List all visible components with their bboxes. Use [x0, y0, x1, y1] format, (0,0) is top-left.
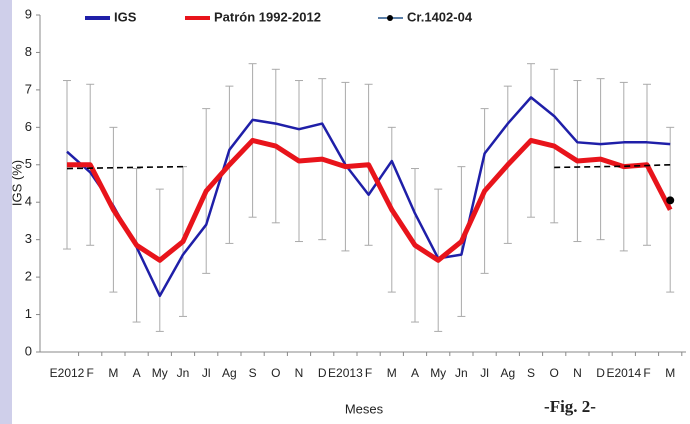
- x-tick-label: F: [365, 366, 372, 380]
- y-tick-label: 8: [25, 44, 32, 59]
- x-tick-label: S: [527, 366, 535, 380]
- x-tick-label: N: [573, 366, 582, 380]
- x-tick-label: F: [643, 366, 650, 380]
- x-tick-label: Ag: [500, 366, 515, 380]
- x-tick-label: A: [133, 366, 141, 380]
- series-line: [66, 96, 671, 298]
- x-tick-label: D: [596, 366, 605, 380]
- y-tick-label: 3: [25, 231, 32, 246]
- legend-label: IGS: [114, 9, 137, 24]
- x-tick-label: My: [152, 366, 168, 380]
- x-tick-label: M: [108, 366, 118, 380]
- y-tick-label: 6: [25, 119, 32, 134]
- x-tick-label: E2012: [50, 366, 85, 380]
- y-tick-label: 0: [25, 343, 32, 358]
- x-tick-label: Jl: [202, 366, 211, 380]
- x-tick-label: Jl: [480, 366, 489, 380]
- y-tick-label: 9: [25, 6, 32, 21]
- x-tick-label: M: [387, 366, 397, 380]
- x-axis-label: Meses: [345, 401, 384, 416]
- x-tick-label: F: [87, 366, 94, 380]
- x-tick-label: Jn: [455, 366, 468, 380]
- x-tick-label: S: [249, 366, 257, 380]
- x-tick-label: E2013: [328, 366, 363, 380]
- x-tick-label: Jn: [177, 366, 190, 380]
- x-tick-label: M: [665, 366, 675, 380]
- y-axis-label: IGS (%): [9, 160, 24, 206]
- y-tick-label: 1: [25, 306, 32, 321]
- error-bar: [666, 126, 675, 293]
- x-tick-label: D: [318, 366, 327, 380]
- x-tick-label: O: [550, 366, 559, 380]
- x-tick-label: My: [430, 366, 446, 380]
- legend-label: Cr.1402-04: [407, 9, 473, 24]
- y-tick-label: 5: [25, 156, 32, 171]
- side-strip: [0, 0, 12, 424]
- x-tick-label: A: [411, 366, 419, 380]
- y-tick-label: 4: [25, 194, 32, 209]
- legend-label: Patrón 1992-2012: [214, 9, 321, 24]
- y-tick-label: 2: [25, 269, 32, 284]
- y-tick-label: 7: [25, 81, 32, 96]
- x-tick-label: O: [271, 366, 280, 380]
- x-tick-label: Ag: [222, 366, 237, 380]
- x-tick-label: E2014: [606, 366, 641, 380]
- point: [666, 196, 675, 205]
- legend-marker: [387, 15, 393, 21]
- x-tick-label: N: [295, 366, 304, 380]
- figure-label: -Fig. 2-: [544, 397, 596, 416]
- series-line: [67, 137, 673, 263]
